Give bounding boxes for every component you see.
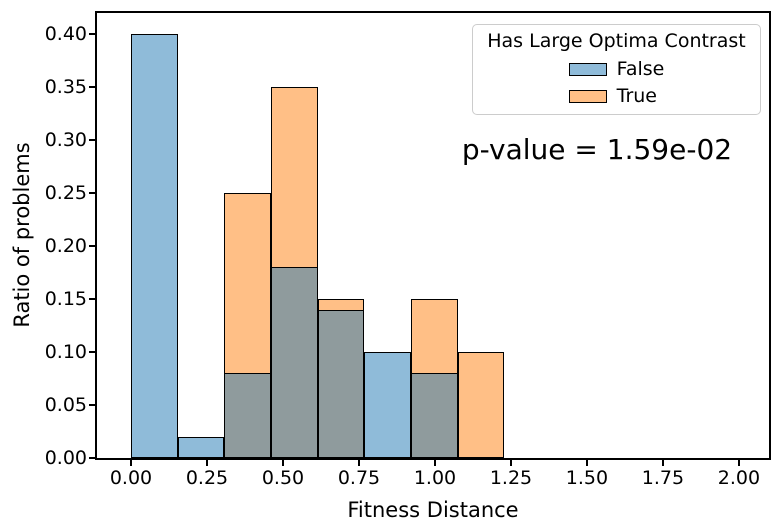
x-tick	[434, 460, 436, 466]
y-tick-label: 0.35	[44, 76, 87, 99]
y-tick	[89, 86, 95, 89]
x-tick-label: 1.50	[565, 467, 609, 489]
x-tick-label: 0.25	[185, 467, 229, 489]
x-tick	[130, 460, 132, 466]
histogram-bar-false	[271, 267, 318, 458]
y-tick	[89, 245, 95, 248]
legend-swatch-true	[568, 89, 607, 103]
y-tick-label: 0.25	[44, 182, 87, 205]
legend-row-true: True	[568, 85, 665, 107]
histogram-bar-false	[177, 436, 225, 458]
x-tick	[585, 460, 588, 466]
histogram-bar-false	[224, 373, 271, 458]
x-tick-label: 2.00	[717, 467, 761, 489]
y-tick	[89, 139, 95, 142]
x-tick	[206, 460, 208, 466]
x-tick	[661, 460, 664, 466]
legend-entries: False True	[568, 58, 665, 107]
histogram-bar-false	[411, 373, 458, 458]
x-tick	[737, 460, 740, 466]
histogram-bar-true	[457, 352, 505, 458]
y-tick	[89, 457, 95, 459]
x-tick-label: 1.25	[489, 467, 533, 489]
x-tick-label: 0.75	[337, 467, 381, 489]
p-value-annotation: p-value = 1.59e-02	[461, 133, 733, 166]
x-tick-label: 0.00	[109, 467, 153, 489]
x-tick-label: 1.75	[641, 467, 685, 489]
y-tick-label: 0.10	[44, 341, 87, 363]
y-tick-label: 0.30	[44, 129, 87, 152]
legend-label: True	[616, 85, 657, 107]
legend-title: Has Large Optima Contrast	[487, 30, 746, 52]
legend-label: False	[616, 58, 665, 80]
y-tick	[89, 404, 95, 406]
y-tick-label: 0.20	[44, 235, 87, 258]
y-tick-label: 0.15	[44, 288, 87, 311]
y-tick-label: 0.40	[44, 23, 87, 46]
y-tick	[89, 298, 95, 301]
y-tick-label: 0.00	[44, 447, 87, 469]
legend: Has Large Optima Contrast False True	[472, 24, 761, 115]
y-tick-label: 0.05	[44, 394, 87, 416]
x-tick	[358, 460, 360, 466]
x-tick	[282, 460, 284, 466]
histogram-bar-false	[364, 352, 411, 458]
x-tick	[510, 460, 512, 466]
y-tick	[89, 33, 95, 36]
histogram-bar-false	[317, 309, 365, 458]
x-tick-label: 1.00	[413, 467, 457, 489]
legend-row-false: False	[568, 58, 665, 80]
x-tick-label: 0.50	[261, 467, 305, 489]
legend-swatch-false	[568, 62, 607, 76]
histogram-bar-false	[131, 34, 178, 458]
x-axis-label: Fitness Distance	[347, 498, 519, 522]
y-tick	[89, 192, 95, 195]
y-tick	[89, 351, 95, 353]
